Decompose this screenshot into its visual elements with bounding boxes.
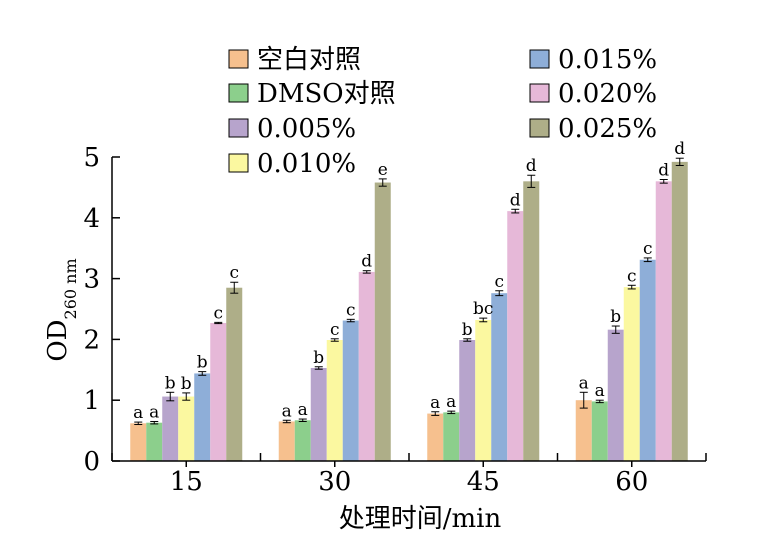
sig-label-45-s5: d (510, 190, 521, 210)
bar-60-s2 (607, 329, 624, 461)
sig-label-60-s5: d (658, 160, 669, 180)
y-axis-label: OD260 nm (43, 258, 80, 361)
bar-15-s0 (130, 423, 147, 461)
legend-label-s2: 0.005% (257, 114, 356, 144)
sig-label-30-s0: a (282, 401, 292, 421)
bars-layer (130, 161, 688, 461)
sig-label-15-s0: a (133, 403, 143, 423)
sig-label-60-s3: c (627, 266, 637, 286)
sig-label-30-s5: d (361, 252, 372, 272)
y-axis-label-sub: 260 nm (61, 258, 80, 319)
sig-label-45-s6: d (526, 156, 537, 176)
y-tick-label-2: 2 (83, 325, 100, 355)
bar-60-s1 (591, 401, 608, 461)
legend-swatch-s4 (529, 49, 550, 69)
bar-30-s1 (294, 420, 311, 461)
y-tick-label-3: 3 (83, 265, 100, 295)
sig-label-45-s3: bc (473, 299, 493, 319)
x-tick-label-45: 45 (467, 467, 500, 497)
legend-swatch-s0 (228, 49, 249, 69)
x-axis-label: 处理时间/min (339, 504, 502, 534)
legend-swatch-s5 (529, 83, 550, 103)
legend-label-s4: 0.015% (558, 45, 657, 75)
sig-label-30-s6: e (378, 160, 388, 180)
sig-label-30-s4: c (346, 300, 356, 320)
sig-label-60-s0: a (579, 373, 589, 393)
bar-30-s4 (342, 320, 359, 461)
sig-label-60-s1: a (595, 381, 605, 401)
bar-15-s1 (146, 422, 163, 461)
bar-30-s6 (374, 182, 391, 461)
bar-15-s3 (178, 396, 195, 461)
legend-label-s5: 0.020% (558, 79, 657, 109)
sig-label-45-s4: c (494, 272, 504, 292)
sig-label-45-s2: b (462, 320, 473, 340)
sig-label-60-s6: d (674, 139, 685, 159)
sig-label-30-s2: b (313, 348, 324, 368)
sig-label-15-s6: c (229, 263, 239, 283)
sig-label-15-s4: b (197, 353, 208, 373)
bar-15-s5 (210, 322, 227, 461)
bar-60-s4 (639, 259, 656, 461)
sig-label-15-s1: a (149, 402, 159, 422)
bar-45-s3 (475, 319, 492, 461)
bar-45-s1 (443, 412, 460, 461)
legend-label-s6: 0.025% (558, 114, 657, 144)
bar-60-s3 (623, 287, 640, 461)
bar-60-s0 (575, 400, 592, 461)
legend-label-s0: 空白对照 (257, 45, 361, 75)
legend-label-s3: 0.010% (257, 149, 356, 179)
bar-45-s5 (507, 211, 524, 461)
bar-30-s3 (326, 340, 343, 461)
sig-label-60-s4: c (643, 239, 653, 259)
sig-label-30-s1: a (298, 400, 308, 420)
bar-45-s0 (427, 413, 444, 461)
sig-label-15-s2: b (165, 373, 176, 393)
bar-45-s2 (459, 340, 476, 461)
sig-label-15-s5: c (213, 303, 223, 323)
bar-30-s5 (358, 271, 375, 461)
bar-15-s2 (162, 396, 179, 461)
x-tick-label-60: 60 (615, 467, 648, 497)
bar-30-s2 (310, 367, 327, 461)
x-tick-label-15: 15 (170, 467, 203, 497)
bar-60-s6 (671, 161, 688, 461)
bar-30-s0 (278, 421, 295, 461)
bar-15-s6 (226, 287, 243, 461)
legend-swatch-s6 (529, 118, 550, 138)
y-tick-label-0: 0 (83, 447, 100, 477)
sig-label-30-s3: c (330, 320, 340, 340)
legend-swatch-s1 (228, 83, 249, 103)
legend-swatch-s2 (228, 118, 249, 138)
bar-45-s4 (491, 293, 508, 461)
legend-swatch-s3 (228, 153, 249, 173)
y-axis-label-main: OD (43, 319, 73, 361)
error-bars-layer (134, 157, 684, 426)
sig-label-45-s0: a (430, 393, 440, 413)
y-tick-label-4: 4 (83, 204, 100, 234)
sig-label-45-s1: a (446, 392, 456, 412)
y-tick-label-5: 5 (83, 143, 100, 173)
bar-45-s6 (523, 181, 540, 461)
bar-60-s5 (655, 181, 672, 461)
sig-label-15-s3: b (181, 374, 192, 394)
x-tick-label-30: 30 (318, 467, 351, 497)
legend-label-s1: DMSO对照 (257, 79, 396, 109)
bar-15-s4 (194, 373, 211, 461)
sig-label-60-s2: b (610, 307, 621, 327)
legend: 空白对照 DMSO对照 0.005% 0.010% 0.015% 0.020% 0.025% (228, 45, 657, 179)
y-tick-label-1: 1 (83, 386, 100, 416)
